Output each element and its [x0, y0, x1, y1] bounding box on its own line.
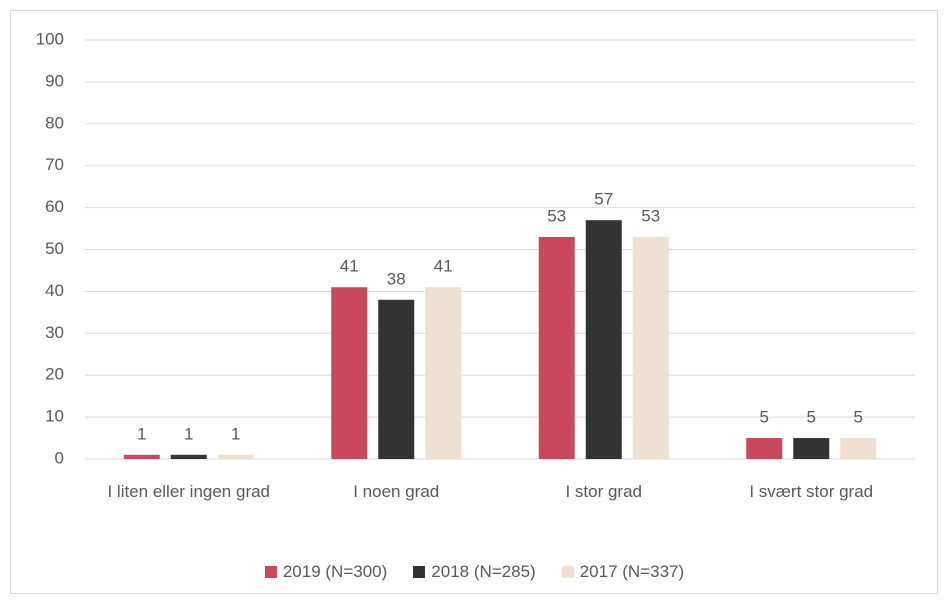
legend-swatch — [561, 566, 574, 578]
x-tick-label: I svært stor grad — [749, 482, 874, 501]
y-tick-label: 70 — [45, 155, 64, 174]
y-tick-label: 60 — [45, 197, 64, 216]
y-tick-label: 10 — [45, 407, 64, 426]
data-label: 1 — [231, 424, 240, 443]
legend-swatch — [413, 566, 426, 578]
x-tick-label: I stor grad — [565, 482, 643, 501]
data-label: 5 — [807, 408, 816, 427]
legend-swatch — [264, 566, 277, 578]
bar — [793, 438, 830, 459]
bar — [746, 438, 783, 459]
chart-border — [10, 10, 938, 594]
y-tick-label: 100 — [36, 29, 64, 48]
legend-item: 2019 (N=300) — [264, 562, 388, 582]
bar — [217, 454, 254, 459]
bar — [840, 438, 877, 459]
bar — [123, 454, 160, 459]
bar — [632, 236, 669, 459]
bar — [425, 287, 462, 459]
y-tick-label: 30 — [45, 323, 64, 342]
data-label: 53 — [641, 206, 660, 225]
legend-label: 2017 (N=337) — [579, 562, 685, 581]
legend-item: 2017 (N=337) — [561, 562, 685, 582]
data-label: 41 — [434, 257, 453, 276]
x-tick-label: I liten eller ingen grad — [107, 482, 271, 501]
bar — [170, 454, 207, 459]
y-tick-label: 90 — [45, 71, 64, 90]
data-label: 41 — [340, 257, 359, 276]
y-tick-label: 80 — [45, 113, 64, 132]
y-tick-label: 50 — [45, 239, 64, 258]
bar — [585, 220, 622, 459]
y-tick-label: 20 — [45, 365, 64, 384]
data-label: 5 — [854, 408, 863, 427]
y-tick-label: 40 — [45, 281, 64, 300]
legend: 2019 (N=300) 2018 (N=285) 2017 (N=337) — [0, 562, 949, 582]
data-label: 5 — [760, 408, 769, 427]
legend-label: 2018 (N=285) — [431, 562, 536, 581]
data-label: 53 — [547, 206, 566, 225]
bar — [331, 287, 368, 459]
data-label: 1 — [184, 424, 193, 443]
data-label: 38 — [387, 269, 406, 288]
data-label: 1 — [137, 424, 146, 443]
data-label: 57 — [594, 190, 613, 209]
y-tick-label: 0 — [55, 448, 64, 467]
legend-label: 2019 (N=300) — [282, 562, 388, 581]
legend-item: 2018 (N=285) — [413, 562, 536, 582]
x-tick-label: I noen grad — [353, 482, 440, 501]
bar — [538, 236, 575, 459]
bar — [378, 299, 415, 459]
